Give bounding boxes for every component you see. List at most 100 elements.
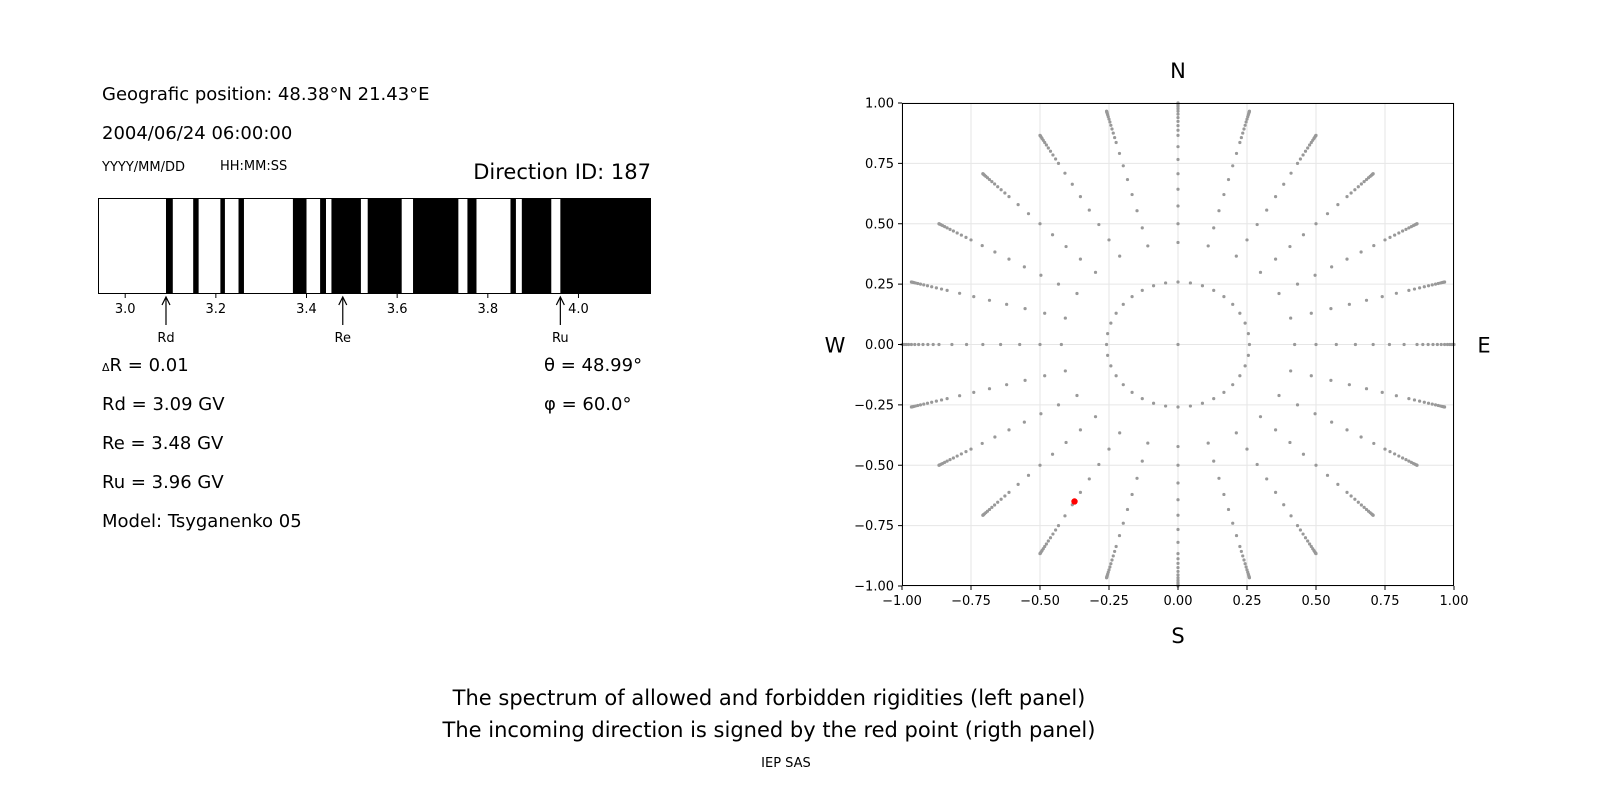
direction-point: [1222, 492, 1226, 497]
direction-point: [937, 342, 941, 347]
direction-point: [1107, 447, 1111, 451]
direction-point: [1176, 119, 1180, 123]
direction-point: [1063, 369, 1067, 373]
direction-point: [1176, 222, 1180, 226]
direction-point: [1380, 295, 1384, 299]
direction-point: [1273, 428, 1278, 432]
compass-south-label: S: [1171, 624, 1184, 648]
direction-point: [1110, 127, 1114, 131]
x-tick-label: 0.75: [1371, 594, 1400, 609]
ru-value: Ru = 3.96 GV: [102, 472, 224, 493]
direction-point: [1005, 302, 1009, 306]
direction-point: [1078, 257, 1083, 261]
direction-point: [909, 280, 914, 284]
direction-point: [1426, 284, 1431, 288]
direction-point: [1282, 503, 1286, 507]
direction-point: [996, 185, 1000, 189]
direction-point: [1430, 283, 1434, 287]
direction-point: [909, 405, 914, 409]
direction-point: [1038, 133, 1042, 137]
direction-point: [1176, 112, 1180, 116]
spectrum-frame: [98, 198, 651, 294]
direction-point: [1163, 404, 1168, 408]
direction-point: [969, 238, 973, 242]
direction-point: [934, 286, 938, 290]
direction-point: [930, 285, 934, 289]
direction-point: [964, 235, 968, 239]
direction-point: [1075, 393, 1079, 398]
direction-point: [1415, 222, 1419, 226]
direction-point: [1125, 177, 1130, 182]
direction-point: [1255, 462, 1259, 467]
direction-point: [1176, 573, 1180, 577]
re-value: Re = 3.48 GV: [102, 433, 224, 454]
direction-point: [1222, 390, 1226, 394]
direction-point: [1113, 549, 1117, 554]
direction-point: [1353, 188, 1357, 192]
direction-point: [1109, 321, 1113, 325]
direction-point: [1238, 311, 1242, 315]
direction-point: [987, 298, 992, 302]
x-tick-label: −0.25: [1089, 594, 1129, 609]
direction-point: [1056, 403, 1061, 407]
direction-point: [1309, 311, 1313, 315]
marker-label: Re: [335, 331, 351, 346]
direction-point: [1301, 532, 1305, 536]
y-tick-label: 0.50: [865, 217, 894, 232]
direction-point: [945, 288, 949, 292]
direction-point: [1140, 226, 1144, 230]
direction-point: [1056, 161, 1061, 165]
direction-point: [987, 387, 992, 391]
direction-point: [1176, 566, 1180, 570]
direction-point: [1097, 222, 1101, 227]
direction-point: [1039, 412, 1043, 416]
direction-point: [1053, 528, 1058, 532]
direction-point: [1163, 281, 1168, 285]
direction-point: [939, 287, 944, 291]
direction-point: [1265, 208, 1269, 212]
x-tick-label: −1.00: [882, 594, 922, 609]
direction-point: [1108, 565, 1112, 569]
compass-north-label: N: [1170, 59, 1186, 83]
direction-point: [1078, 428, 1083, 432]
direction-point: [1130, 390, 1134, 394]
direction-point: [937, 463, 941, 467]
direction-point: [1442, 405, 1447, 409]
direction-point: [981, 342, 985, 347]
direction-point: [981, 513, 985, 517]
direction-point: [1273, 257, 1278, 261]
direction-point: [1059, 342, 1063, 347]
x-tick-label: 0.25: [1233, 594, 1262, 609]
direction-point: [1212, 397, 1216, 401]
direction-point: [1043, 311, 1047, 315]
marker-arrow-head: [338, 295, 348, 306]
forbidden-band: [413, 198, 459, 294]
direction-point: [1053, 157, 1058, 161]
direction-point: [980, 441, 984, 446]
direction-point: [1176, 444, 1180, 449]
direction-point: [1135, 476, 1139, 480]
directions-frame: [902, 103, 1454, 586]
direction-point: [996, 500, 1000, 504]
direction-point: [1231, 302, 1235, 306]
direction-point: [1121, 383, 1125, 387]
direction-point: [1003, 494, 1007, 498]
forbidden-band: [165, 198, 173, 294]
direction-point: [1401, 456, 1405, 460]
direction-point: [972, 295, 976, 299]
direction-point: [1117, 533, 1122, 538]
forbidden-band: [467, 198, 477, 294]
direction-point: [945, 397, 949, 401]
direction-point: [918, 282, 923, 286]
spectrum-tick-label: 4.0: [568, 302, 589, 317]
direction-point: [1397, 231, 1401, 235]
direction-point: [1380, 390, 1384, 394]
direction-point: [1109, 123, 1113, 127]
direction-point: [1111, 131, 1115, 135]
direction-point: [958, 394, 962, 398]
direction-point: [1217, 476, 1221, 480]
direction-point: [1234, 533, 1239, 538]
forbidden-band: [238, 198, 244, 294]
direction-point: [948, 458, 952, 462]
direction-point: [1412, 287, 1417, 291]
